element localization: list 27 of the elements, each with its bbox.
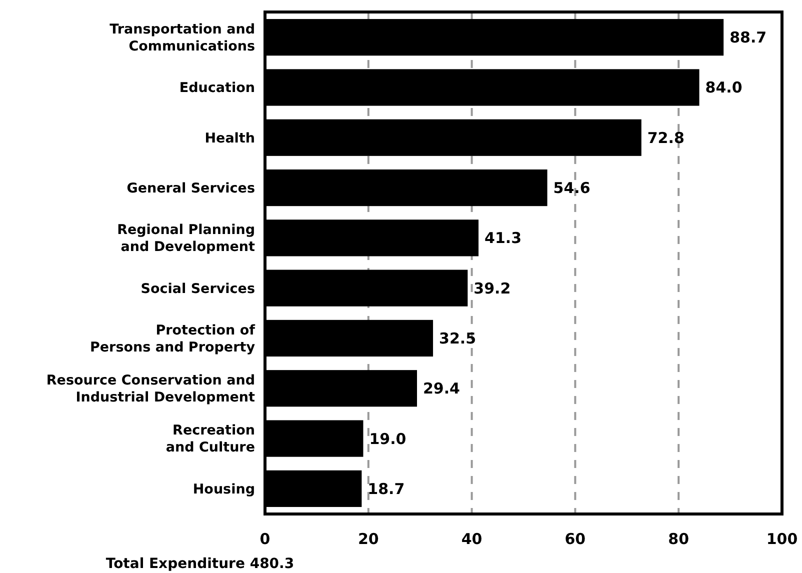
y-tick-label: Protection of Persons and Property: [90, 322, 256, 356]
x-tick-label: 100: [766, 530, 798, 548]
data-label: 41.3: [484, 229, 522, 248]
x-tick-label: 80: [668, 530, 690, 548]
y-tick-label: Transportation and Communications: [110, 22, 255, 55]
y-tick-label: Social Services: [140, 280, 255, 297]
x-tick-label: 60: [564, 530, 586, 548]
y-tick-label: Housing: [192, 481, 255, 498]
data-label: 29.4: [423, 380, 460, 398]
data-label: 54.6: [553, 179, 590, 198]
data-label: 88.7: [730, 28, 767, 47]
y-tick-label: General Services: [126, 180, 255, 196]
x-tick-label: 20: [358, 530, 379, 548]
y-tick-label: Recreation and Culture: [166, 422, 255, 456]
data-label: 32.5: [439, 329, 476, 348]
data-label: 39.2: [474, 279, 511, 298]
data-label: 19.0: [369, 430, 406, 448]
x-tick-label: 0: [260, 530, 270, 548]
data-label: 84.0: [705, 78, 742, 97]
data-label: 18.7: [368, 480, 405, 498]
x-axis-title: Total Expenditure 480.3: [106, 556, 294, 572]
x-tick-label: 40: [461, 530, 482, 548]
y-tick-label: Education: [179, 80, 255, 96]
y-tick-label: Regional Planning and Development: [117, 222, 256, 256]
y-tick-label: Health: [204, 130, 255, 146]
data-label: 72.8: [647, 128, 684, 147]
y-tick-label: Resource Conservation and Industrial Development: [46, 372, 256, 406]
